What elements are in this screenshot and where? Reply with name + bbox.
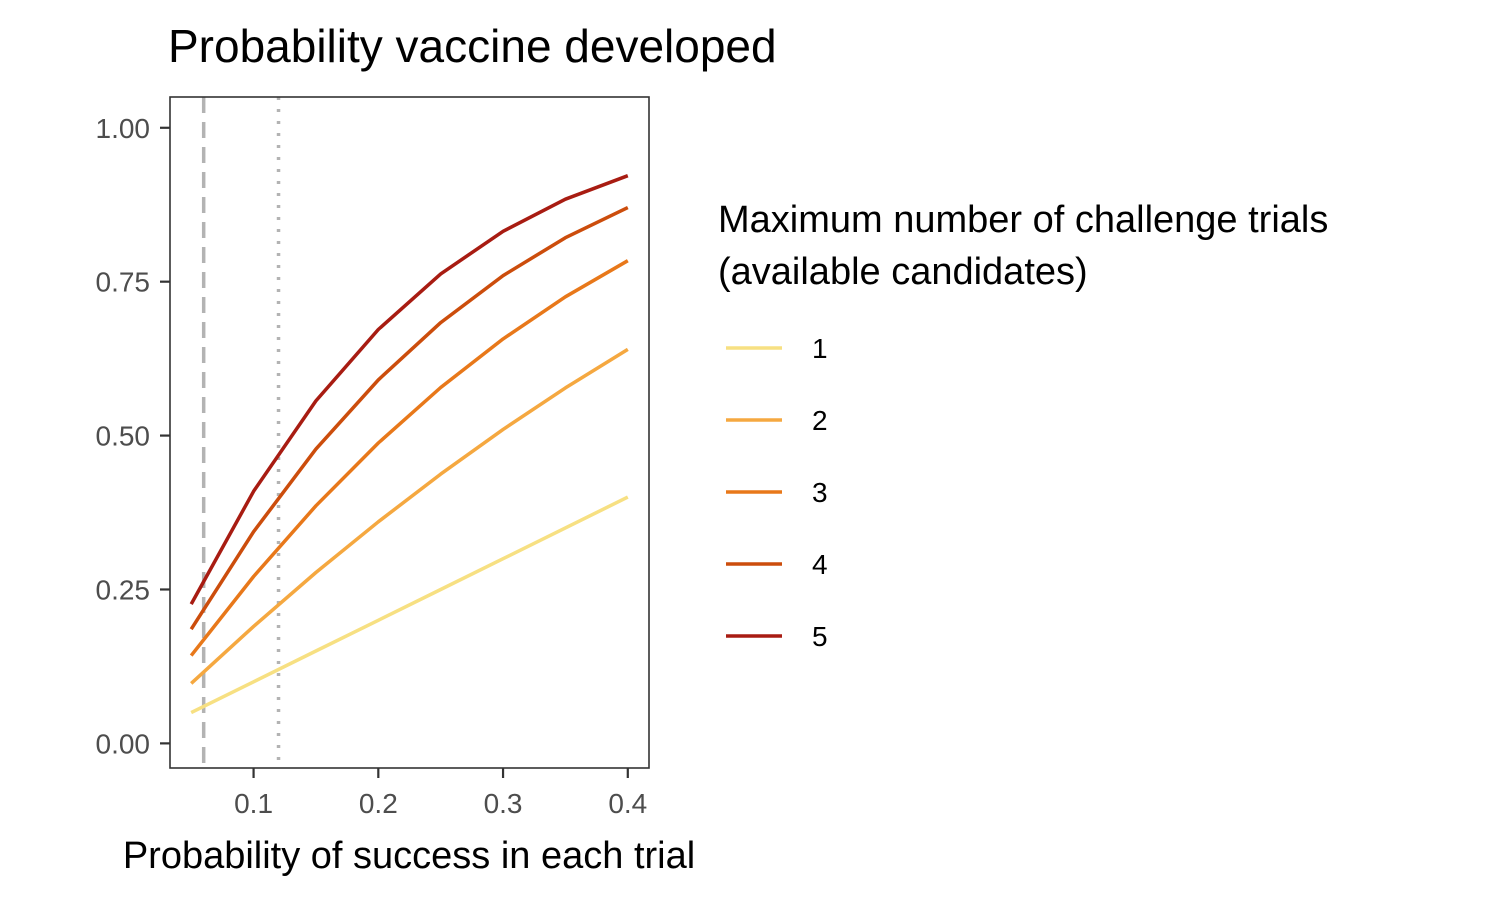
x-tick-label: 0.3 (484, 788, 523, 819)
y-axis: 0.00 0.25 0.50 0.75 1.00 (96, 113, 170, 759)
y-tick-label: 0.75 (96, 267, 151, 298)
legend-title-line: Maximum number of challenge trials (718, 199, 1328, 241)
legend-label-5: 5 (812, 621, 828, 652)
series-line-4 (189, 206, 629, 631)
legend: Maximum number of challenge trials (avail… (718, 199, 1328, 652)
legend-label-4: 4 (812, 549, 828, 580)
chart-title: Probability vaccine developed (168, 20, 777, 72)
reference-lines (201, 97, 281, 768)
series-line-5 (189, 174, 629, 605)
x-tick-label: 0.2 (359, 788, 398, 819)
legend-label-3: 3 (812, 477, 828, 508)
x-axis-title: Probability of success in each trial (123, 835, 695, 877)
plot-panel (169, 96, 650, 769)
legend-label-2: 2 (812, 405, 828, 436)
legend-title-line: (available candidates) (718, 251, 1088, 293)
y-tick-label: 0.50 (96, 421, 151, 452)
series-line-3 (189, 259, 629, 657)
series-line-2 (190, 347, 629, 685)
x-tick-label: 0.4 (608, 788, 647, 819)
series-line-1 (190, 495, 629, 715)
y-tick-label: 1.00 (96, 113, 151, 144)
series-lines (189, 174, 629, 715)
legend-label-1: 1 (812, 333, 828, 364)
x-axis: 0.1 0.2 0.3 0.4 (234, 768, 647, 819)
y-tick-label: 0.00 (96, 728, 151, 759)
x-tick-label: 0.1 (234, 788, 273, 819)
y-tick-label: 0.25 (96, 574, 151, 605)
